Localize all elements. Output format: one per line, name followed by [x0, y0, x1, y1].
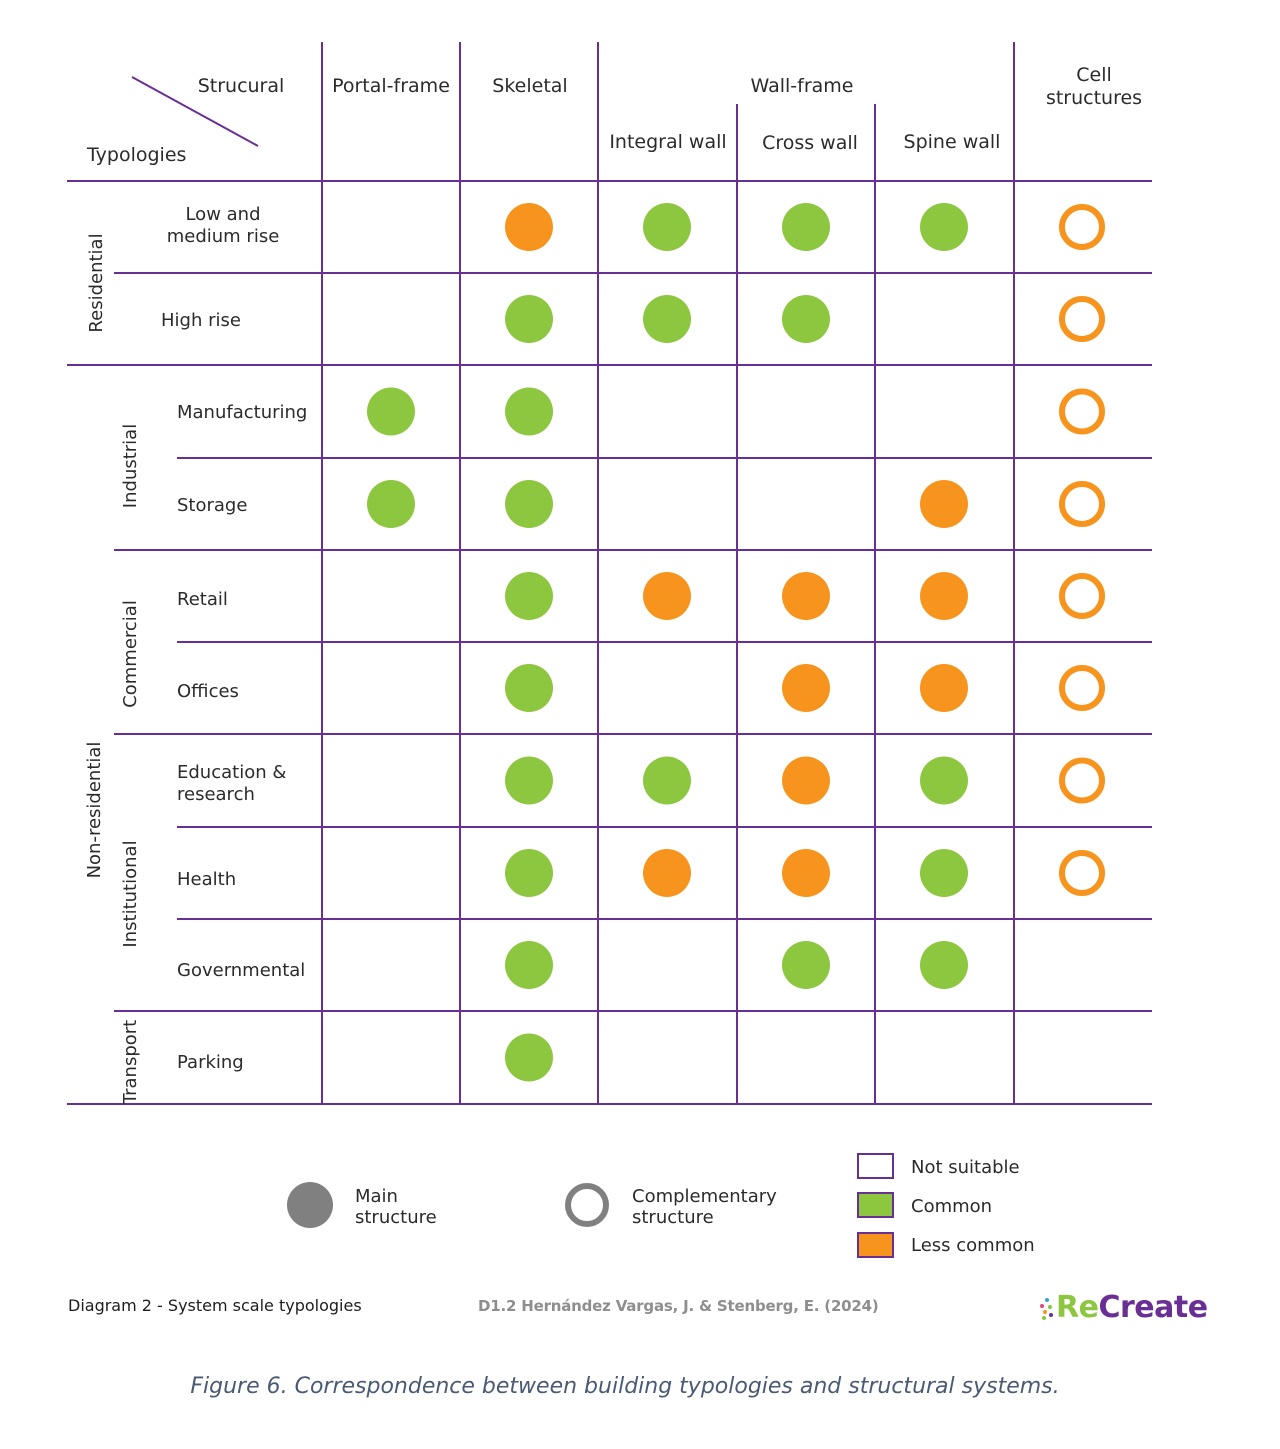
- group-label-transport: Transport: [120, 1020, 141, 1105]
- row-label-education-1: Education &: [177, 762, 286, 783]
- less-common-main-structure-marker: [920, 664, 968, 712]
- less-common-main-structure-marker: [782, 849, 830, 897]
- row-label-parking: Parking: [177, 1052, 244, 1073]
- legend-complementary-structure-icon: [565, 1183, 609, 1227]
- row-label-education-2: research: [177, 784, 255, 805]
- cell-markers: [367, 203, 1105, 1082]
- common-main-structure-marker: [505, 295, 553, 343]
- column-header-cross-wall: Cross wall: [762, 132, 858, 154]
- row-label-governmental: Governmental: [177, 960, 305, 981]
- group-label-industrial: Industrial: [120, 424, 141, 508]
- common-main-structure-marker: [782, 295, 830, 343]
- legend: Main structure Complementary structure N…: [287, 1153, 1035, 1258]
- column-header-cell-structures-2: structures: [1046, 87, 1142, 109]
- grid-lines: [67, 42, 1152, 1105]
- column-header-integral-wall: Integral wall: [609, 131, 726, 153]
- logo-create: Create: [1098, 1290, 1208, 1325]
- less-common-main-structure-marker: [920, 480, 968, 528]
- less-common-complementary-structure-marker: [1059, 388, 1105, 435]
- less-common-complementary-structure-marker: [1059, 481, 1105, 527]
- figure-caption: Figure 6. Correspondence between buildin…: [190, 1374, 1060, 1399]
- row-label-low-medium-rise-2: medium rise: [167, 226, 280, 247]
- less-common-main-structure-marker: [782, 756, 830, 805]
- legend-common-label: Common: [911, 1196, 992, 1217]
- row-labels: Low and medium rise High rise Manufactur…: [161, 204, 307, 1073]
- corner-label-typologies: Typologies: [86, 144, 186, 166]
- diagram-label: Diagram 2 - System scale typologies: [68, 1296, 362, 1315]
- legend-less-common-swatch: [857, 1232, 894, 1258]
- less-common-main-structure-marker: [782, 664, 830, 712]
- column-header-spine-wall: Spine wall: [904, 131, 1001, 153]
- corner-diagonal: [131, 76, 259, 147]
- column-group-wall-frame: Wall-frame: [751, 75, 854, 97]
- common-main-structure-marker: [505, 664, 553, 712]
- legend-not-suitable-label: Not suitable: [911, 1157, 1020, 1178]
- column-header-skeletal: Skeletal: [492, 75, 567, 97]
- row-label-offices: Offices: [177, 681, 239, 702]
- common-main-structure-marker: [782, 203, 830, 251]
- common-main-structure-marker: [367, 480, 415, 528]
- common-main-structure-marker: [367, 387, 415, 436]
- common-main-structure-marker: [505, 941, 553, 989]
- row-label-storage: Storage: [177, 495, 247, 516]
- common-main-structure-marker: [920, 941, 968, 989]
- legend-less-common-label: Less common: [911, 1235, 1035, 1256]
- less-common-complementary-structure-marker: [1059, 757, 1105, 804]
- row-label-low-medium-rise-1: Low and: [185, 204, 260, 225]
- common-main-structure-marker: [920, 203, 968, 251]
- row-label-manufacturing: Manufacturing: [177, 402, 307, 423]
- common-main-structure-marker: [505, 756, 553, 805]
- logo-re: Re: [1056, 1290, 1099, 1325]
- legend-main-line1: Main: [355, 1186, 398, 1207]
- legend-common-swatch: [857, 1192, 894, 1218]
- common-main-structure-marker: [505, 572, 553, 620]
- legend-main-structure-icon: [287, 1182, 333, 1228]
- group-label-commercial: Commercial: [120, 600, 141, 708]
- recreate-logo: ReCreate: [1040, 1290, 1208, 1325]
- common-main-structure-marker: [505, 849, 553, 897]
- less-common-complementary-structure-marker: [1059, 296, 1105, 342]
- common-main-structure-marker: [782, 941, 830, 989]
- legend-main-line2: structure: [355, 1207, 437, 1228]
- row-label-high-rise: High rise: [161, 310, 241, 331]
- legend-comp-line1: Complementary: [632, 1186, 777, 1207]
- common-main-structure-marker: [920, 756, 968, 805]
- typology-diagram: Strucural Typologies Portal-frame Skelet…: [67, 42, 1152, 1258]
- less-common-main-structure-marker: [782, 572, 830, 620]
- group-label-non-residential: Non-residential: [84, 742, 105, 879]
- legend-comp-line2: structure: [632, 1207, 714, 1228]
- common-main-structure-marker: [643, 295, 691, 343]
- column-header-portal-frame: Portal-frame: [332, 75, 450, 97]
- row-label-health: Health: [177, 869, 236, 890]
- common-main-structure-marker: [505, 387, 553, 436]
- citation: D1.2 Hernández Vargas, J. & Stenberg, E.…: [478, 1297, 879, 1315]
- corner-label-structural: Strucural: [198, 75, 285, 97]
- common-main-structure-marker: [920, 849, 968, 897]
- common-main-structure-marker: [505, 1033, 553, 1082]
- less-common-complementary-structure-marker: [1059, 850, 1105, 896]
- row-label-retail: Retail: [177, 589, 228, 610]
- less-common-main-structure-marker: [643, 849, 691, 897]
- common-main-structure-marker: [643, 203, 691, 251]
- group-label-institutional: Institutional: [120, 840, 141, 947]
- less-common-complementary-structure-marker: [1059, 573, 1105, 619]
- column-header-cell-structures-1: Cell: [1076, 64, 1112, 86]
- common-main-structure-marker: [505, 480, 553, 528]
- less-common-main-structure-marker: [920, 572, 968, 620]
- less-common-complementary-structure-marker: [1059, 665, 1105, 711]
- common-main-structure-marker: [643, 756, 691, 805]
- less-common-main-structure-marker: [643, 572, 691, 620]
- legend-not-suitable-swatch: [857, 1153, 894, 1179]
- less-common-complementary-structure-marker: [1059, 204, 1105, 250]
- group-label-residential: Residential: [86, 233, 107, 332]
- logo-dots-icon: [1040, 1297, 1054, 1321]
- less-common-main-structure-marker: [505, 203, 553, 251]
